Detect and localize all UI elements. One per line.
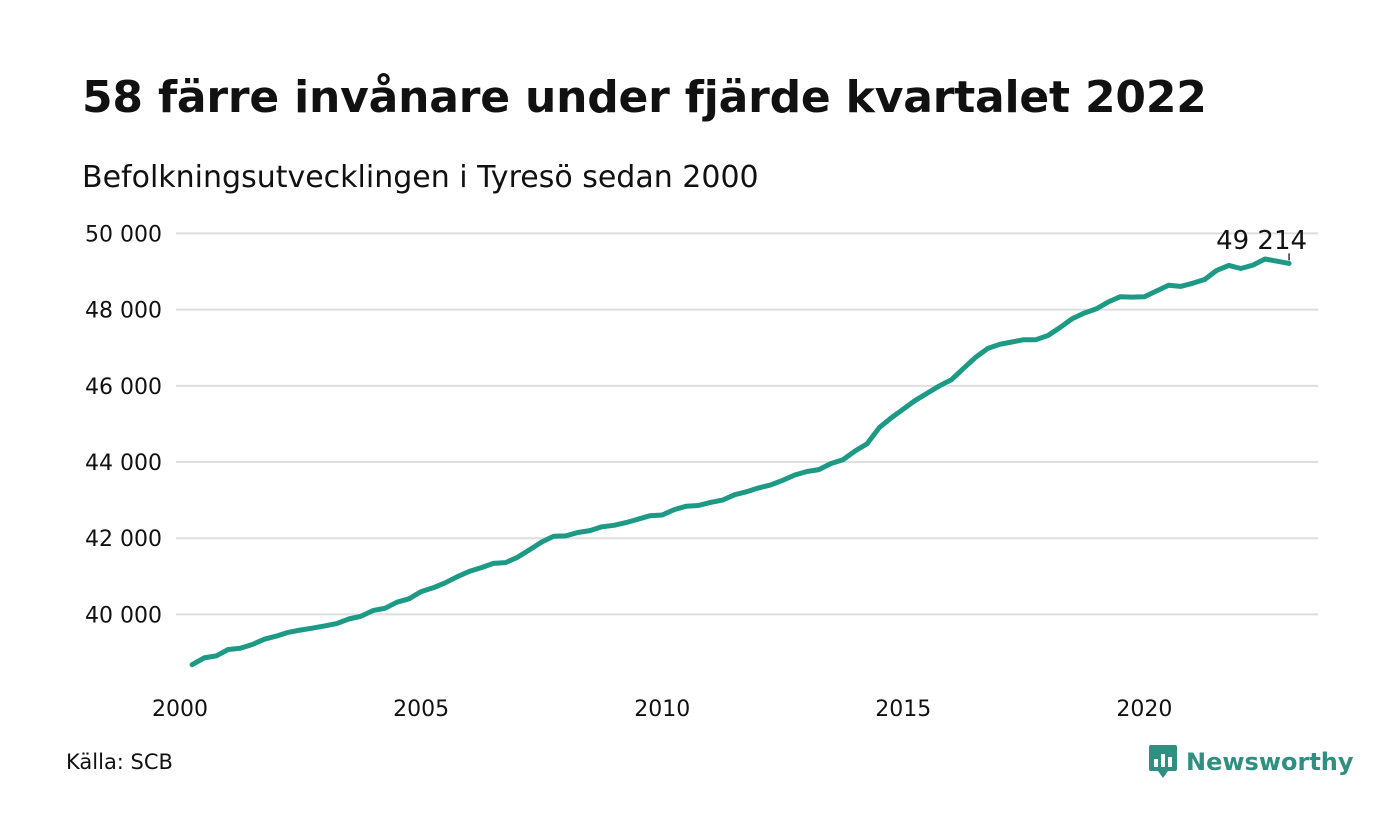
y-tick-label: 42 000 xyxy=(85,527,162,552)
y-axis: 40 000 42 000 44 000 46 000 48 000 50 000 xyxy=(85,222,162,628)
x-tick-label: 2020 xyxy=(1116,697,1172,722)
brand-name: Newsworthy xyxy=(1186,748,1354,776)
y-tick-label: 44 000 xyxy=(85,451,162,476)
end-value-label: 49 214 xyxy=(1216,226,1307,256)
x-tick-label: 2005 xyxy=(393,697,449,722)
x-axis: 2000 2005 2010 2015 2020 xyxy=(152,697,1172,722)
source-note: Källa: SCB xyxy=(66,750,173,774)
annotation-layer: 49 214 xyxy=(1216,226,1307,261)
y-tick-label: 40 000 xyxy=(85,603,162,628)
brand-logo[interactable]: Newsworthy xyxy=(1148,744,1354,780)
x-tick-label: 2015 xyxy=(875,697,931,722)
chart-subtitle: Befolkningsutvecklingen i Tyresö sedan 2… xyxy=(82,160,759,195)
y-tick-label: 46 000 xyxy=(85,375,162,400)
y-tick-label: 50 000 xyxy=(85,222,162,247)
series-line xyxy=(189,256,1292,668)
series-layer xyxy=(189,256,1292,668)
grid-lines xyxy=(176,232,1318,616)
bar-chart-speech-bubble-icon xyxy=(1149,745,1177,778)
x-tick-label: 2010 xyxy=(634,697,690,722)
x-tick-label: 2000 xyxy=(152,697,208,722)
y-tick-label: 48 000 xyxy=(85,299,162,324)
chart-title: 58 färre invånare under fjärde kvartalet… xyxy=(82,72,1207,123)
